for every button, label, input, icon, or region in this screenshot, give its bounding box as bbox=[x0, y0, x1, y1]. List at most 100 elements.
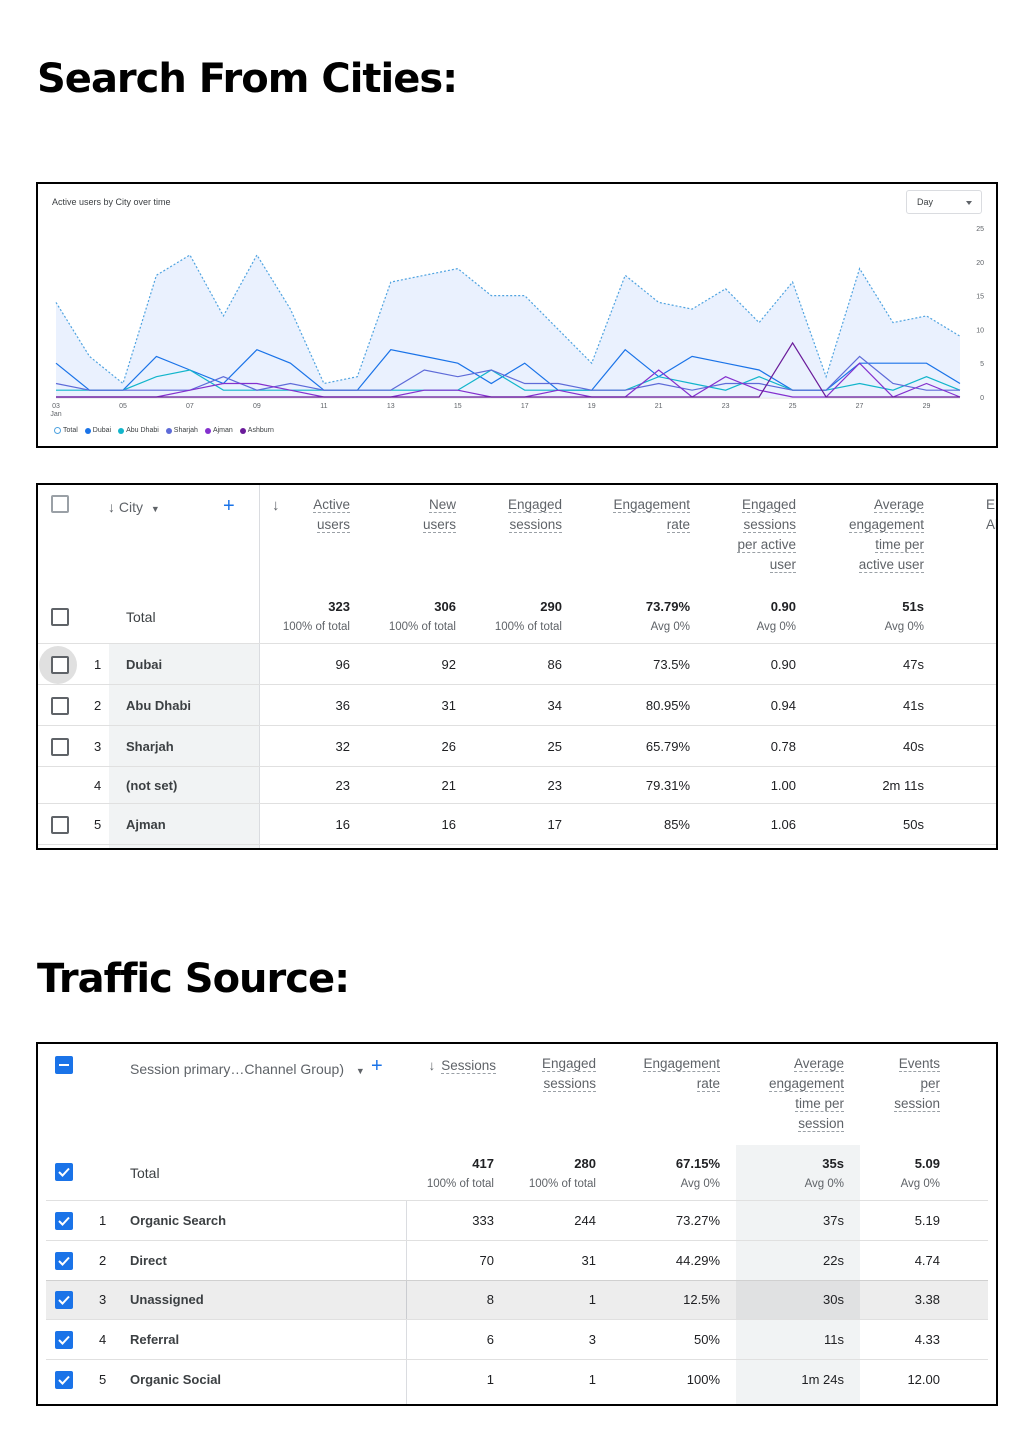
table-row[interactable]: 3 Sharjah 32 26 25 65.79% 0.78 40s bbox=[38, 726, 996, 767]
cell-value: 65.79% bbox=[645, 738, 690, 754]
legend-label: Total bbox=[63, 427, 78, 434]
check-icon bbox=[58, 1256, 70, 1266]
cell-value: 80.95% bbox=[645, 697, 690, 713]
legend-swatch bbox=[239, 427, 246, 434]
channel-name[interactable]: Organic Social bbox=[130, 1371, 222, 1387]
cell-value: 17 bbox=[547, 816, 562, 832]
engaged-sessions-header[interactable]: Engaged sessions bbox=[507, 495, 562, 535]
dimension-header-label: Session primary…Channel Group) bbox=[130, 1061, 344, 1077]
cell-value: 100% bbox=[686, 1371, 720, 1387]
x-tick-label: 25 bbox=[789, 403, 797, 410]
cell-value: 23 bbox=[547, 777, 562, 793]
dimension-column-shade bbox=[109, 643, 259, 848]
sessions-header[interactable]: ↓ Sessions bbox=[428, 1056, 496, 1076]
add-dimension-plus-icon[interactable]: + bbox=[223, 495, 235, 517]
engagement-rate-header[interactable]: Engagement rate bbox=[643, 1054, 720, 1094]
clipped-column-header[interactable]: E Al bbox=[986, 495, 996, 535]
cell-value: 44.29% bbox=[675, 1252, 720, 1268]
legend-item[interactable]: Ashburn bbox=[239, 427, 274, 434]
cell-value: 36 bbox=[335, 697, 350, 713]
series-area-total bbox=[56, 255, 960, 397]
channel-name[interactable]: Direct bbox=[130, 1252, 167, 1268]
legend-swatch bbox=[84, 427, 91, 434]
sort-down-icon[interactable]: ↓ bbox=[272, 497, 280, 514]
cell-value: 3 bbox=[588, 1332, 596, 1348]
cell-value: 96 bbox=[335, 656, 350, 672]
city-name[interactable]: (not set) bbox=[126, 777, 178, 793]
engaged-sessions-header[interactable]: Engaged sessions bbox=[541, 1054, 596, 1094]
events-per-session-header[interactable]: Events per session bbox=[894, 1054, 940, 1114]
total-checkbox[interactable] bbox=[51, 608, 69, 626]
deselect-all-checkbox[interactable] bbox=[55, 1056, 73, 1074]
total-checkbox[interactable] bbox=[55, 1163, 73, 1181]
row-checkbox[interactable] bbox=[51, 815, 69, 834]
city-name[interactable]: Abu Dhabi bbox=[126, 697, 191, 713]
check-icon bbox=[58, 1167, 70, 1177]
row-checkbox[interactable] bbox=[51, 696, 69, 715]
row-checkbox[interactable] bbox=[55, 1251, 73, 1270]
legend-item[interactable]: Sharjah bbox=[165, 427, 198, 434]
row-checkbox[interactable] bbox=[51, 655, 69, 674]
x-tick-label: 13 bbox=[387, 403, 395, 410]
cell-value: 1 bbox=[588, 1371, 596, 1387]
row-checkbox[interactable] bbox=[51, 737, 69, 756]
chart-legend: Total Dubai Abu Dhabi Sharjah Ajman Ashburn bbox=[54, 427, 274, 434]
legend-item[interactable]: Abu Dhabi bbox=[118, 427, 159, 434]
avg-engagement-header[interactable]: Average engagement time per session bbox=[768, 1054, 844, 1134]
legend-swatch bbox=[165, 427, 172, 434]
engaged-sessions-per-user-header[interactable]: Engaged sessions per active user bbox=[737, 495, 796, 575]
add-dimension-plus-icon[interactable]: + bbox=[371, 1055, 383, 1077]
table-row[interactable]: 4 (not set) 23 21 23 79.31% 1.00 2m 11s bbox=[38, 767, 996, 804]
total-sub-label: Avg 0% bbox=[680, 1178, 720, 1190]
city-name[interactable]: Sharjah bbox=[126, 738, 174, 754]
cities-heading: Search From Cities: bbox=[37, 56, 458, 102]
row-rank: 3 bbox=[94, 738, 102, 754]
row-checkbox[interactable] bbox=[55, 1212, 73, 1230]
x-tick-label: 03 Jan bbox=[50, 403, 61, 418]
select-all-checkbox[interactable] bbox=[51, 495, 69, 513]
legend-item[interactable]: Total bbox=[54, 427, 78, 434]
check-icon bbox=[58, 1335, 70, 1346]
table-row[interactable]: 2 Abu Dhabi 36 31 34 80.95% 0.94 41s bbox=[38, 685, 996, 726]
cell-value: 22s bbox=[823, 1252, 844, 1268]
header-line: Events bbox=[894, 1054, 940, 1074]
city-column-header[interactable]: ↓ City ▼ bbox=[108, 499, 160, 515]
table-row[interactable]: 5 Ajman 16 16 17 85% 1.06 50s bbox=[38, 804, 996, 845]
legend-item[interactable]: Ajman bbox=[204, 427, 233, 434]
total-sub-label: 100% of total bbox=[494, 621, 562, 633]
row-rank: 1 bbox=[99, 1213, 107, 1228]
table-row[interactable]: 1 Dubai 96 92 86 73.5% 0.90 47s bbox=[38, 644, 996, 685]
table-row[interactable]: 5 Organic Social 1 1 100% 1m 24s 12.00 bbox=[46, 1360, 988, 1399]
avg-engagement-header[interactable]: Average engagement time per active user bbox=[848, 495, 924, 575]
header-line: sessions bbox=[737, 515, 796, 535]
cell-value: 25 bbox=[547, 738, 562, 754]
total-sub-label: Avg 0% bbox=[884, 621, 924, 633]
legend-item[interactable]: Dubai bbox=[84, 427, 112, 434]
period-select[interactable]: Day bbox=[906, 190, 982, 214]
table-row[interactable]: 3 Unassigned 8 1 12.5% 30s 3.38 bbox=[46, 1280, 988, 1321]
table-row[interactable]: 2 Direct 70 31 44.29% 22s 4.74 bbox=[46, 1241, 988, 1281]
channel-name[interactable]: Unassigned bbox=[130, 1292, 204, 1308]
row-rank: 4 bbox=[99, 1332, 107, 1348]
cell-value: 6 bbox=[486, 1332, 494, 1348]
row-checkbox[interactable] bbox=[55, 1291, 73, 1310]
city-name[interactable]: Ajman bbox=[126, 816, 166, 832]
x-tick-label: 11 bbox=[320, 403, 327, 410]
channel-name[interactable]: Referral bbox=[130, 1332, 180, 1348]
dimension-column-header[interactable]: Session primary…Channel Group) ▼ bbox=[130, 1061, 365, 1077]
city-name[interactable]: Dubai bbox=[126, 656, 163, 672]
table-row[interactable]: 1 Organic Search 333 244 73.27% 37s 5.19 bbox=[46, 1201, 988, 1241]
cell-value: 12.00 bbox=[907, 1371, 940, 1387]
legend-label: Dubai bbox=[92, 427, 112, 434]
header-line: sessions bbox=[542, 1074, 596, 1094]
row-checkbox[interactable] bbox=[55, 1370, 73, 1389]
row-checkbox[interactable] bbox=[55, 1331, 73, 1350]
total-label: Total bbox=[126, 609, 156, 625]
header-line: rate bbox=[613, 515, 690, 535]
engagement-rate-header[interactable]: Engagement rate bbox=[613, 495, 690, 535]
channel-name[interactable]: Organic Search bbox=[130, 1213, 227, 1228]
cell-value: 92 bbox=[441, 656, 456, 672]
active-users-header[interactable]: Active users bbox=[313, 495, 350, 535]
new-users-header[interactable]: New users bbox=[422, 495, 456, 535]
table-row[interactable]: 4 Referral 6 3 50% 11s 4.33 bbox=[46, 1320, 988, 1361]
